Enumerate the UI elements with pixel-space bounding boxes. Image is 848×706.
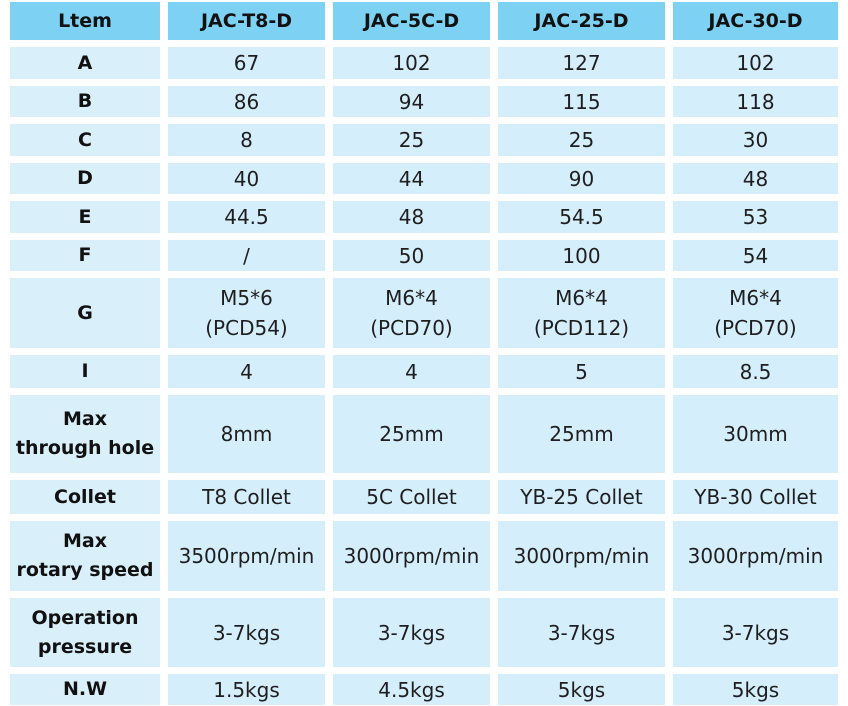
value-cell: 25mm [498, 395, 665, 473]
value-cell: 118 [673, 86, 838, 117]
value-cell: 102 [333, 47, 490, 79]
value-cell: M6*4 (PCD112) [498, 278, 665, 348]
row-label: Max rotary speed [10, 521, 160, 591]
row-label: G [10, 278, 160, 348]
value-cell: 5C Collet [333, 480, 490, 514]
value-cell: 25 [333, 124, 490, 156]
value-cell: YB-30 Collet [673, 480, 838, 514]
row-label: F [10, 240, 160, 271]
row-label: B [10, 86, 160, 117]
value-cell: 44 [333, 163, 490, 194]
value-cell: 67 [168, 47, 325, 79]
value-cell: 102 [673, 47, 838, 79]
value-cell: 90 [498, 163, 665, 194]
value-cell: 3000rpm/min [498, 521, 665, 591]
value-cell: 8.5 [673, 355, 838, 388]
value-cell: 3-7kgs [498, 598, 665, 667]
value-cell: 115 [498, 86, 665, 117]
value-cell: / [168, 240, 325, 271]
row-label: I [10, 355, 160, 388]
header-cell: JAC-30-D [673, 2, 838, 40]
value-cell: 5kgs [673, 674, 838, 705]
value-cell: 8 [168, 124, 325, 156]
header-cell: JAC-5C-D [333, 2, 490, 40]
value-cell: 48 [333, 201, 490, 233]
row-label: Max through hole [10, 395, 160, 473]
value-cell: 25mm [333, 395, 490, 473]
value-cell: M6*4 (PCD70) [673, 278, 838, 348]
value-cell: 127 [498, 47, 665, 79]
value-cell: 53 [673, 201, 838, 233]
value-cell: 1.5kgs [168, 674, 325, 705]
value-cell: 5 [498, 355, 665, 388]
value-cell: 25 [498, 124, 665, 156]
value-cell: 54 [673, 240, 838, 271]
spec-table: Ltem JAC-T8-D JAC-5C-D JAC-25-D JAC-30-D A 67 1… [10, 2, 838, 705]
row-label: E [10, 201, 160, 233]
row-label: A [10, 47, 160, 79]
header-cell: Ltem [10, 2, 160, 40]
value-cell: 100 [498, 240, 665, 271]
value-cell: 44.5 [168, 201, 325, 233]
value-cell: 4.5kgs [333, 674, 490, 705]
value-cell: 54.5 [498, 201, 665, 233]
value-cell: 40 [168, 163, 325, 194]
value-cell: 48 [673, 163, 838, 194]
value-cell: M6*4 (PCD70) [333, 278, 490, 348]
value-cell: 8mm [168, 395, 325, 473]
value-cell: 3-7kgs [168, 598, 325, 667]
value-cell: YB-25 Collet [498, 480, 665, 514]
value-cell: 30 [673, 124, 838, 156]
header-cell: JAC-T8-D [168, 2, 325, 40]
row-label: Operation pressure [10, 598, 160, 667]
value-cell: 3000rpm/min [333, 521, 490, 591]
value-cell: 5kgs [498, 674, 665, 705]
value-cell: 30mm [673, 395, 838, 473]
value-cell: 50 [333, 240, 490, 271]
value-cell: 3000rpm/min [673, 521, 838, 591]
value-cell: 3-7kgs [673, 598, 838, 667]
value-cell: 4 [333, 355, 490, 388]
row-label: N.W [10, 674, 160, 705]
value-cell: 86 [168, 86, 325, 117]
value-cell: 4 [168, 355, 325, 388]
row-label: Collet [10, 480, 160, 514]
value-cell: T8 Collet [168, 480, 325, 514]
value-cell: M5*6 (PCD54) [168, 278, 325, 348]
value-cell: 3500rpm/min [168, 521, 325, 591]
value-cell: 3-7kgs [333, 598, 490, 667]
row-label: D [10, 163, 160, 194]
row-label: C [10, 124, 160, 156]
value-cell: 94 [333, 86, 490, 117]
header-cell: JAC-25-D [498, 2, 665, 40]
